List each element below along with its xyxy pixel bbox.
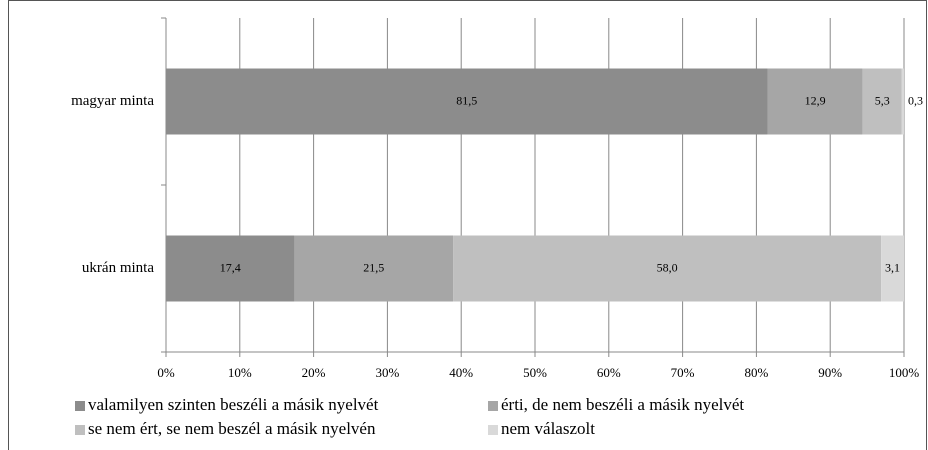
x-tick-label: 40% [449,365,473,380]
bar-segment [901,68,904,135]
y-tick-label: ukrán minta [82,260,154,276]
bar-segment [881,235,904,302]
x-tick-label: 80% [744,365,768,380]
x-tick-label: 20% [302,365,326,380]
x-tick-label: 10% [228,365,252,380]
data-label: 12,9 [805,93,826,107]
legend-label: se nem ért, se nem beszél a másik nyelvé… [88,419,376,438]
data-label: 21,5 [363,260,384,274]
data-label: 81,5 [456,93,477,107]
data-label: 5,3 [875,93,890,107]
x-tick-label: 30% [375,365,399,380]
chart-frame [8,0,927,450]
x-tick-label: 50% [523,365,547,380]
x-tick-label: 70% [671,365,695,380]
data-label: 58,0 [657,260,678,274]
bar-segment [166,68,768,135]
bar-segment [862,68,902,135]
legend-swatch [488,401,498,411]
x-tick-label: 100% [889,365,920,380]
bar-segment [767,68,863,135]
bar-segment [294,235,454,302]
bar-segment [166,235,295,302]
legend-label: valamilyen szinten beszéli a másik nyelv… [88,395,379,414]
x-tick-label: 0% [157,365,175,380]
legend-swatch [488,425,498,435]
x-tick-label: 90% [818,365,842,380]
legend-swatch [75,425,85,435]
y-tick-label: magyar minta [71,93,154,109]
data-label: 0,3 [908,93,923,107]
legend-swatch [75,401,85,411]
legend-label: érti, de nem beszéli a másik nyelvét [501,395,744,414]
bar-segment [453,235,882,302]
x-tick-label: 60% [597,365,621,380]
legend-label: nem válaszolt [501,419,595,438]
data-label: 3,1 [885,260,900,274]
data-label: 17,4 [220,260,241,274]
